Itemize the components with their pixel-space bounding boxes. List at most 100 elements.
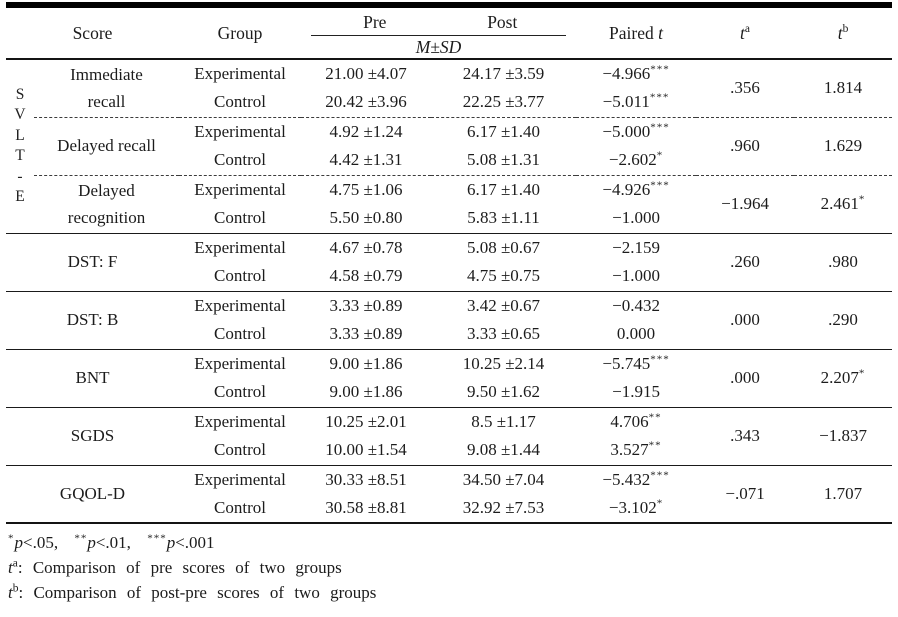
cell-post: 22.25 ±3.77 [462,92,545,112]
cell-pre: 4.67 ±0.78 [301,232,432,262]
cell-post: 5.08 ±1.31 [466,150,541,170]
cell-score: Delayed recall [34,116,180,175]
cell-t-a: −1.964 [696,174,795,233]
results-table: Score Group Pre Post Paired t ta tb [6,2,893,524]
cell-paired-t: 0.000 [616,324,656,344]
cell-t-a: .260 [696,232,795,291]
cell-t-b: 2.207* [794,348,893,407]
cell-score: DST: F [6,232,180,291]
side-label-svlte: SVLT-E [14,85,26,206]
cell-pre: 5.50 ±0.80 [329,208,403,228]
cell-t-a: .960 [696,116,795,175]
cell-group: Control [214,266,266,286]
cell-pre: 4.42 ±1.31 [329,150,403,170]
cell-paired-t: −2.602* [608,149,664,170]
cell-pre: 9.00 ±1.86 [329,382,403,402]
table-row: Control 10.00 ±1.54 9.08 ±1.44 3.527** [6,436,892,465]
cell-group: Control [214,382,266,402]
cell-post: 9.50 ±1.62 [466,382,541,402]
cell-paired-t: −3.102* [608,497,664,517]
header-t-b: tb [794,5,893,60]
cell-pre: 20.42 ±3.96 [325,92,407,112]
cell-pre: 4.58 ±0.79 [329,266,403,286]
cell-post: 10.25 ±2.14 [431,348,577,378]
header-t-a: ta [696,5,795,60]
footnotes: *p<.05, **p<.01, ***p<.001 ta: Compariso… [8,533,890,603]
table-row: SGDS Experimental 10.25 ±2.01 8.5 ±1.17 … [6,406,893,465]
cell-score: GQOL-D [6,464,180,523]
cell-pre: 10.25 ±2.01 [301,406,432,436]
cell-t-b: 1.814 [823,78,863,98]
table-row: Delayed recognition Experimental 4.75 ±1… [6,174,893,233]
cell-paired-t: −5.745*** [576,348,697,378]
cell-post: 6.17 ±1.40 [431,174,577,204]
cell-pre: 9.00 ±1.86 [301,348,432,378]
cell-group: Experimental [179,232,302,262]
header-row-1: Score Group Pre Post Paired t ta tb [6,5,893,60]
header-group: Group [179,5,302,60]
cell-group: Experimental [179,348,302,378]
cell-group: Experimental [179,464,302,494]
table-row: DST: B Experimental 3.33 ±0.89 3.42 ±0.6… [6,290,893,349]
header-post: Post [487,11,518,32]
cell-paired-t: −2.159 [576,232,697,262]
cell-post: 3.42 ±0.67 [431,290,577,320]
cell-group: Control [214,208,266,228]
cell-post: 5.08 ±0.67 [431,232,577,262]
cell-score: SGDS [6,406,180,465]
cell-post: 4.75 ±0.75 [466,266,541,286]
header-row-2: M±SD [6,36,892,60]
table-row: Control 4.42 ±1.31 5.08 ±1.31 −2.602* [6,146,892,175]
cell-pre: 3.33 ±0.89 [329,324,403,344]
table-row: Control 4.58 ±0.79 4.75 ±0.75 −1.000 [6,262,892,291]
cell-t-b: .290 [794,290,893,349]
table-row: Control 30.58 ±8.81 32.92 ±7.53 −3.102* [6,494,892,523]
cell-paired-t: −0.432 [576,290,697,320]
table-row: DST: F Experimental 4.67 ±0.78 5.08 ±0.6… [6,232,893,291]
cell-post: 6.17 ±1.40 [431,116,577,146]
cell-pre: 4.92 ±1.24 [301,116,432,146]
cell-score: BNT [6,348,180,407]
pre-post-underline: Pre Post [311,9,567,36]
cell-score: Delayed recognition [34,174,180,233]
cell-t-b: .980 [794,232,893,291]
table-row: Delayed recall Experimental 4.92 ±1.24 6… [6,116,893,175]
cell-post: 8.5 ±1.17 [431,406,577,436]
cell-paired-t: 4.706** [576,406,697,436]
cell-post: 34.50 ±7.04 [431,464,577,494]
cell-group: Control [214,92,266,112]
table-header: Score Group Pre Post Paired t ta tb [6,5,893,60]
footnote-t-b: tb: Comparison of post-pre scores of two… [8,582,377,602]
cell-group: Experimental [194,64,286,83]
table-row: GQOL-D Experimental 30.33 ±8.51 34.50 ±7… [6,464,893,523]
cell-paired-t: −1.000 [612,208,660,228]
cell-paired-t: −4.926*** [576,174,697,204]
cell-paired-t: −1.915 [612,382,660,402]
cell-group: Experimental [179,174,302,204]
table-row: Control 9.00 ±1.86 9.50 ±1.62 −1.915 [6,378,892,407]
cell-t-b: 2.461* [794,174,893,233]
footnote-t-a: ta: Comparison of pre scores of two grou… [8,557,342,577]
cell-group: Control [214,324,266,344]
header-score: Score [6,5,180,60]
table-row: BNT Experimental 9.00 ±1.86 10.25 ±2.14 … [6,348,893,407]
cell-paired-t: −5.011*** [602,91,670,112]
cell-pre: 10.00 ±1.54 [325,440,407,460]
cell-t-a: .000 [696,348,795,407]
header-pre-post: Pre Post [301,5,576,36]
header-pre: Pre [363,11,387,32]
cell-pre: 30.33 ±8.51 [301,464,432,494]
cell-t-a: .343 [696,406,795,465]
cell-post: 32.92 ±7.53 [462,498,545,517]
cell-post: 9.08 ±1.44 [466,440,541,460]
cell-post: 5.83 ±1.11 [467,208,540,228]
cell-group: Experimental [179,116,302,146]
cell-paired-t: −1.000 [612,266,660,286]
cell-pre: 3.33 ±0.89 [301,290,432,320]
table-row: Control 3.33 ±0.89 3.33 ±0.65 0.000 [6,320,892,349]
cell-t-a: −.071 [696,464,795,523]
cell-score: DST: B [6,290,180,349]
cell-group: Control [214,498,266,517]
cell-group: Experimental [179,406,302,436]
cell-group: Control [214,150,266,170]
